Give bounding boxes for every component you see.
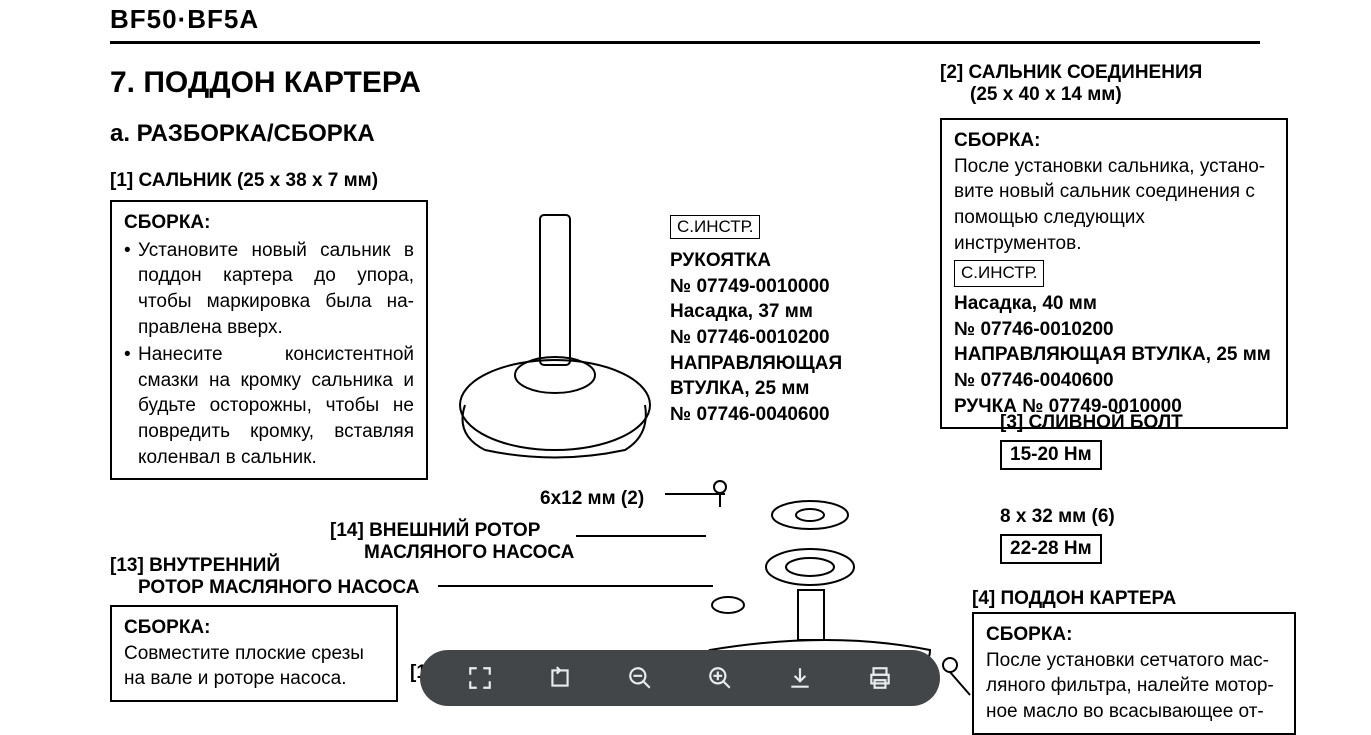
part3-torque: 15-20 Нм <box>1000 440 1102 470</box>
part1-tool1: РУКОЯТКА <box>670 248 900 274</box>
part4-box-title: СБОРКА: <box>986 622 1282 648</box>
fit-page-button[interactable] <box>460 658 500 698</box>
bullet-icon: • <box>124 342 138 470</box>
part1-label: [1] САЛЬНИК (25 x 38 x 7 мм) <box>110 170 378 192</box>
part1-bullet1: Установите новый сальник в поддон картер… <box>138 238 414 341</box>
part13-box-text: Совместите плоские срезы на вале и ротор… <box>124 641 384 692</box>
part3-label: [3] СЛИВНОЙ БОЛТ <box>1000 412 1183 434</box>
pdf-toolbar <box>420 650 940 706</box>
tool-tag: С.ИНСТР. <box>954 260 1044 287</box>
part2-tool4: № 07746-0040600 <box>954 368 1274 394</box>
part1-tool6: ВТУЛКА, 25 мм <box>670 376 900 402</box>
part13-box-title: СБОРКА: <box>124 615 384 641</box>
download-button[interactable] <box>780 658 820 698</box>
zoom-in-button[interactable] <box>700 658 740 698</box>
model-header: BF50·BF5A <box>110 0 1260 44</box>
part2-dims: (25 x 40 x 14 мм) <box>940 84 1202 106</box>
part13-label: [13] ВНУТРЕННИЙ <box>110 555 419 577</box>
part1-tool3: Насадка, 37 мм <box>670 299 900 325</box>
part2-text: После установки сальника, устано-вите но… <box>954 154 1274 257</box>
part2-tool3: НАПРАВЛЯЮЩАЯ ВТУЛКА, 25 мм <box>954 342 1274 368</box>
part2-box-title: СБОРКА: <box>954 128 1274 154</box>
rotate-button[interactable] <box>540 658 580 698</box>
bolt-8x32-label: 8 x 32 мм (6) <box>1000 506 1115 528</box>
part4-text: После установки сетчатого мас-ляного фил… <box>986 648 1282 725</box>
part1-illustration <box>435 205 665 465</box>
print-button[interactable] <box>860 658 900 698</box>
part4-label: [4] ПОДДОН КАРТЕРА <box>972 588 1176 610</box>
part2-tool2: № 07746-0010200 <box>954 317 1274 343</box>
zoom-out-button[interactable] <box>620 658 660 698</box>
tool-tag: С.ИНСТР. <box>670 215 760 239</box>
part1-tool7: № 07746-0040600 <box>670 402 900 428</box>
part14-label: [14] ВНЕШНИЙ РОТОР <box>330 520 574 542</box>
part1-tool2: № 07749-0010000 <box>670 274 900 300</box>
part1-tool5: НАПРАВЛЯЮЩАЯ <box>670 351 900 377</box>
part1-box-title: СБОРКА: <box>124 210 414 236</box>
bolt-8x32-torque: 22-28 Нм <box>1000 534 1102 564</box>
bolt-6x12-label: 6x12 мм (2) <box>540 488 644 510</box>
part1-bullet2: Нанесите консистентной смазки на кромку … <box>138 342 414 470</box>
part2-tool1: Насадка, 40 мм <box>954 291 1274 317</box>
bullet-icon: • <box>124 238 138 341</box>
part1-tool4: № 07746-0010200 <box>670 325 900 351</box>
part13-label2: РОТОР МАСЛЯНОГО НАСОСА <box>110 577 419 599</box>
part2-label: [2] САЛЬНИК СОЕДИНЕНИЯ <box>940 62 1202 84</box>
